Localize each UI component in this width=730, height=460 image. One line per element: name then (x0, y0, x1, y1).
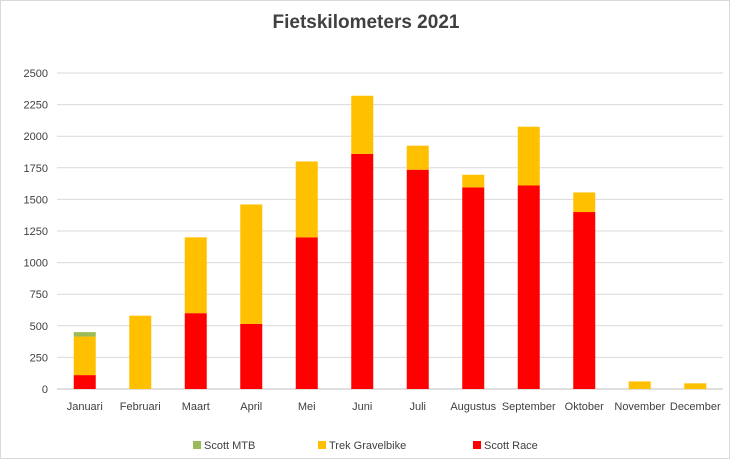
bar-trek-gravelbike (573, 192, 596, 213)
bar-scott-race (351, 153, 374, 389)
legend-label-trek-gravelbike: Trek Gravelbike (329, 440, 406, 452)
x-tick-label: November (614, 401, 665, 413)
bar-trek-gravelbike (517, 126, 540, 186)
y-tick-label: 1750 (24, 163, 48, 175)
chart-title: Fietskilometers 2021 (273, 12, 460, 33)
bar-trek-gravelbike (184, 237, 207, 314)
x-axis-tick-labels: Januari Februari Maart April Mei Juni Juli Augu… (67, 401, 721, 413)
bars (73, 95, 707, 389)
bar-scott-race (73, 375, 96, 389)
bar-scott-race (462, 187, 485, 389)
x-tick-label: Maart (182, 401, 210, 413)
bar-trek-gravelbike (351, 95, 374, 154)
bar-scott-race (295, 237, 318, 389)
bar-trek-gravelbike (129, 315, 152, 389)
legend-label-scott-mtb: Scott MTB (204, 440, 255, 452)
bar-scott-race (240, 323, 263, 389)
bar-scott-race (184, 313, 207, 389)
y-tick-label: 750 (30, 289, 48, 301)
x-tick-label: Oktober (565, 401, 604, 413)
x-tick-label: Januari (67, 401, 103, 413)
y-axis-tick-labels: 0 250 500 750 1000 1250 1500 1750 2000 2250 2500 (24, 68, 48, 396)
x-tick-label: Juli (409, 401, 426, 413)
bar-scott-race (573, 212, 596, 389)
y-tick-label: 250 (30, 352, 48, 364)
bar-trek-gravelbike (240, 204, 263, 324)
y-tick-label: 1000 (24, 258, 48, 270)
legend-swatch-scott-mtb (193, 441, 201, 449)
y-tick-label: 0 (42, 384, 48, 396)
bar-trek-gravelbike (684, 383, 707, 389)
legend: Scott MTB Trek Gravelbike Scott Race (193, 440, 538, 452)
gridlines (57, 72, 723, 390)
y-tick-label: 2250 (24, 100, 48, 112)
y-tick-label: 1250 (24, 226, 48, 238)
x-tick-label: September (502, 401, 556, 413)
x-tick-label: Juni (352, 401, 372, 413)
bar-scott-race (406, 169, 429, 389)
legend-swatch-trek-gravelbike (318, 441, 326, 449)
y-tick-label: 2500 (24, 68, 48, 80)
x-tick-label: Augustus (450, 401, 496, 413)
x-tick-label: Mei (298, 401, 316, 413)
y-tick-label: 500 (30, 321, 48, 333)
legend-label-scott-race: Scott Race (484, 440, 538, 452)
bar-trek-gravelbike (406, 145, 429, 170)
y-tick-label: 1500 (24, 194, 48, 206)
bar-scott-mtb (73, 332, 96, 337)
x-tick-label: April (240, 401, 262, 413)
x-tick-label: Februari (120, 401, 161, 413)
bar-trek-gravelbike (73, 336, 96, 376)
bar-trek-gravelbike (628, 381, 651, 389)
y-tick-label: 2000 (24, 131, 48, 143)
bar-scott-race (517, 185, 540, 389)
x-tick-label: December (670, 401, 721, 413)
bar-trek-gravelbike (295, 161, 318, 238)
legend-swatch-scott-race (473, 441, 481, 449)
bar-trek-gravelbike (462, 174, 485, 188)
